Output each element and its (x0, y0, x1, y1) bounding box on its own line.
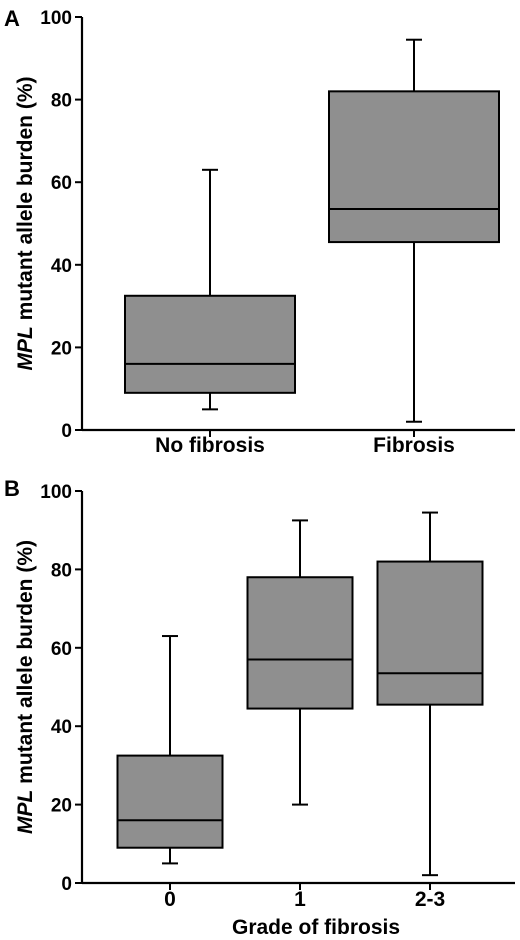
x-tick-label-a-no-fibrosis: No fibrosis (155, 434, 265, 457)
y-tick-label-a-40: 40 (51, 256, 72, 277)
y-tick-label-a-20: 20 (51, 338, 72, 359)
y-axis-title-rest-a: mutant allele burden (%) (14, 76, 37, 326)
y-axis-title-rest-b: mutant allele burden (%) (14, 540, 37, 790)
y-tick-label-a-100: 100 (40, 8, 72, 29)
x-tick-label-b-2-3: 2-3 (415, 888, 445, 911)
y-tick-label-a-60: 60 (51, 173, 72, 194)
y-tick-label-b-40: 40 (51, 717, 72, 738)
y-axis-title-b: MPL mutant allele burden (%) (14, 540, 37, 834)
chart-panel-a: A 0 20 40 60 80 100 No fibrosis Fibrosis MPL muta… (4, 6, 515, 457)
y-tick-label-b-80: 80 (51, 560, 72, 581)
y-tick-label-a-80: 80 (51, 91, 72, 112)
x-axis-title-b: Grade of fibrosis (232, 916, 400, 939)
box-a-no-fibrosis (124, 294, 296, 394)
x-tick-label-b-1: 1 (294, 888, 306, 911)
y-tick-label-b-60: 60 (51, 639, 72, 660)
y-tick-label-b-20: 20 (51, 796, 72, 817)
y-axis-title-italic-b: MPL (14, 790, 37, 834)
box-b-2-3 (376, 560, 484, 706)
y-axis-title-a: MPL mutant allele burden (%) (14, 76, 37, 370)
y-tick-label-b-100: 100 (40, 482, 72, 503)
y-tick-label-a-0: 0 (61, 421, 72, 442)
box-b-0 (116, 754, 224, 849)
x-tick-label-a-fibrosis: Fibrosis (373, 434, 455, 457)
chart-panel-b: B 0 20 40 60 80 100 0 1 2-3 MPL mutant allele burd… (4, 476, 515, 939)
box-b-1 (246, 576, 354, 710)
x-tick-label-b-0: 0 (164, 888, 176, 911)
y-axis-title-italic-a: MPL (14, 326, 37, 370)
panel-label-b: B (4, 476, 20, 501)
panel-label-a: A (4, 6, 20, 31)
box-a-fibrosis (328, 90, 500, 244)
y-tick-label-b-0: 0 (61, 874, 72, 895)
